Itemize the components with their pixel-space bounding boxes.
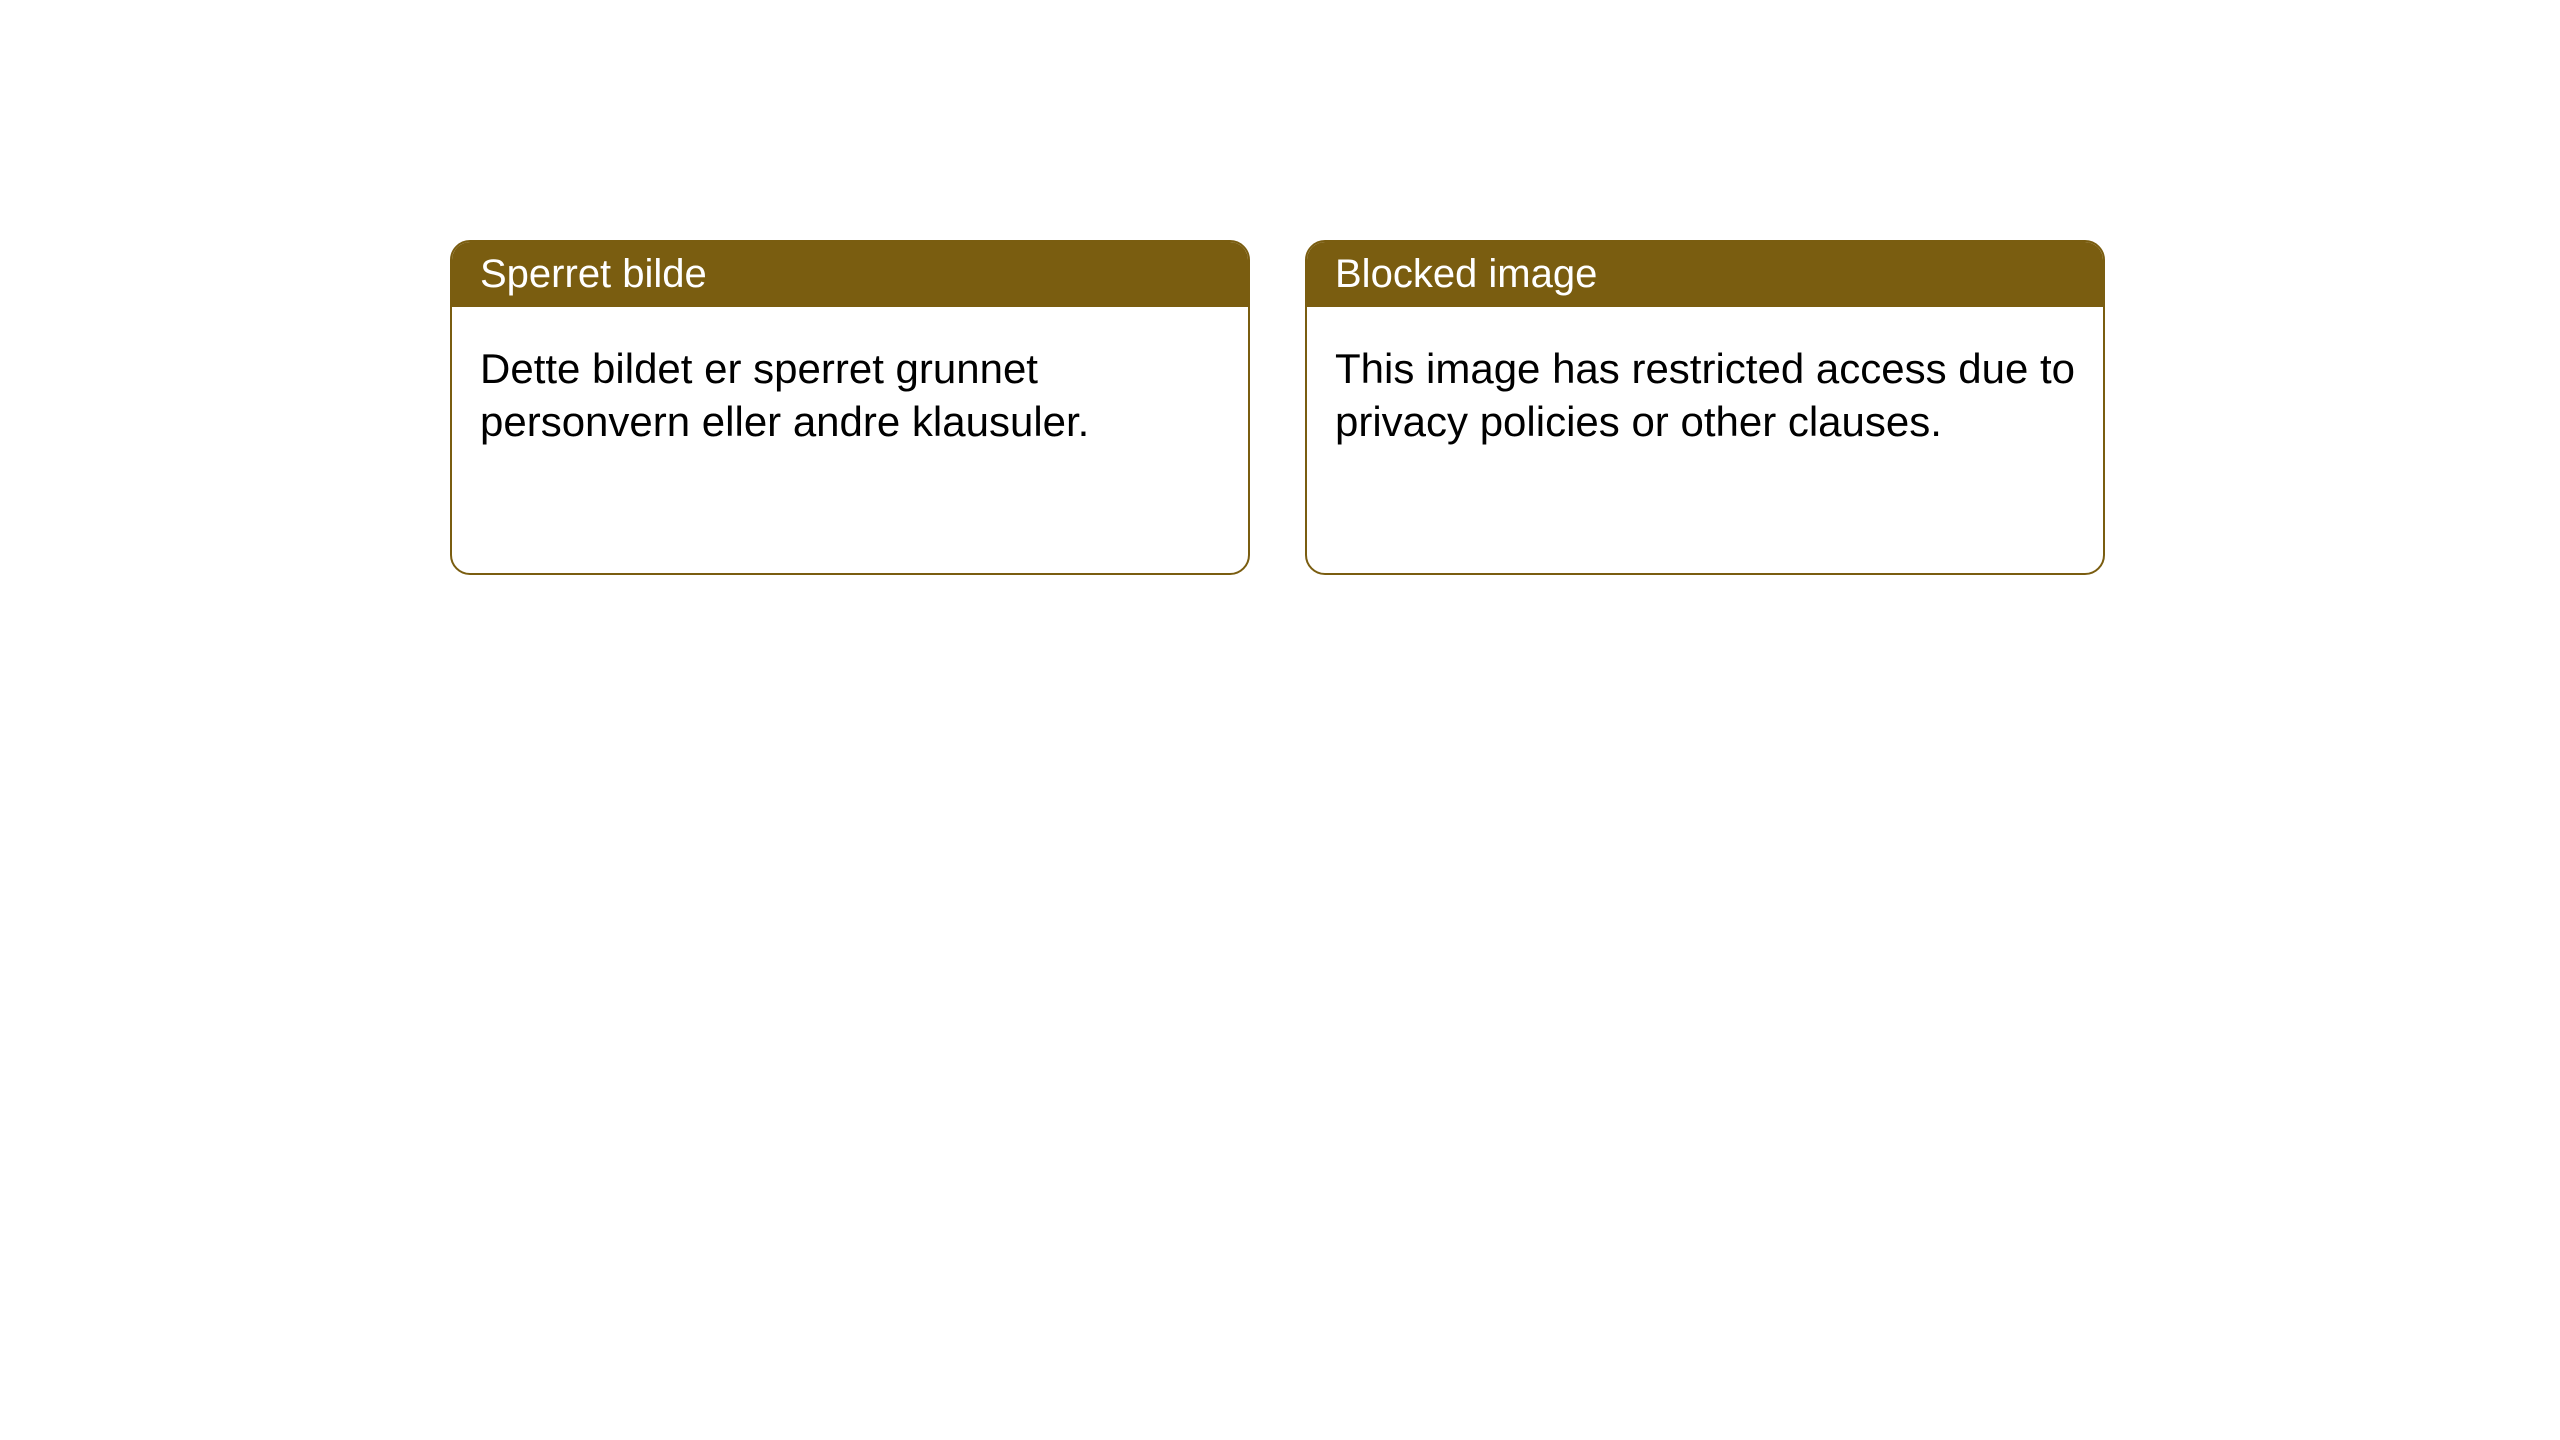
notice-body: Dette bildet er sperret grunnet personve… (452, 307, 1248, 484)
notice-container: Sperret bilde Dette bildet er sperret gr… (0, 0, 2560, 575)
notice-body: This image has restricted access due to … (1307, 307, 2103, 484)
notice-text: This image has restricted access due to … (1335, 345, 2075, 445)
notice-box-norwegian: Sperret bilde Dette bildet er sperret gr… (450, 240, 1250, 575)
notice-title: Sperret bilde (480, 252, 707, 296)
notice-box-english: Blocked image This image has restricted … (1305, 240, 2105, 575)
notice-title: Blocked image (1335, 252, 1597, 296)
notice-header: Sperret bilde (452, 242, 1248, 307)
notice-text: Dette bildet er sperret grunnet personve… (480, 345, 1089, 445)
notice-header: Blocked image (1307, 242, 2103, 307)
